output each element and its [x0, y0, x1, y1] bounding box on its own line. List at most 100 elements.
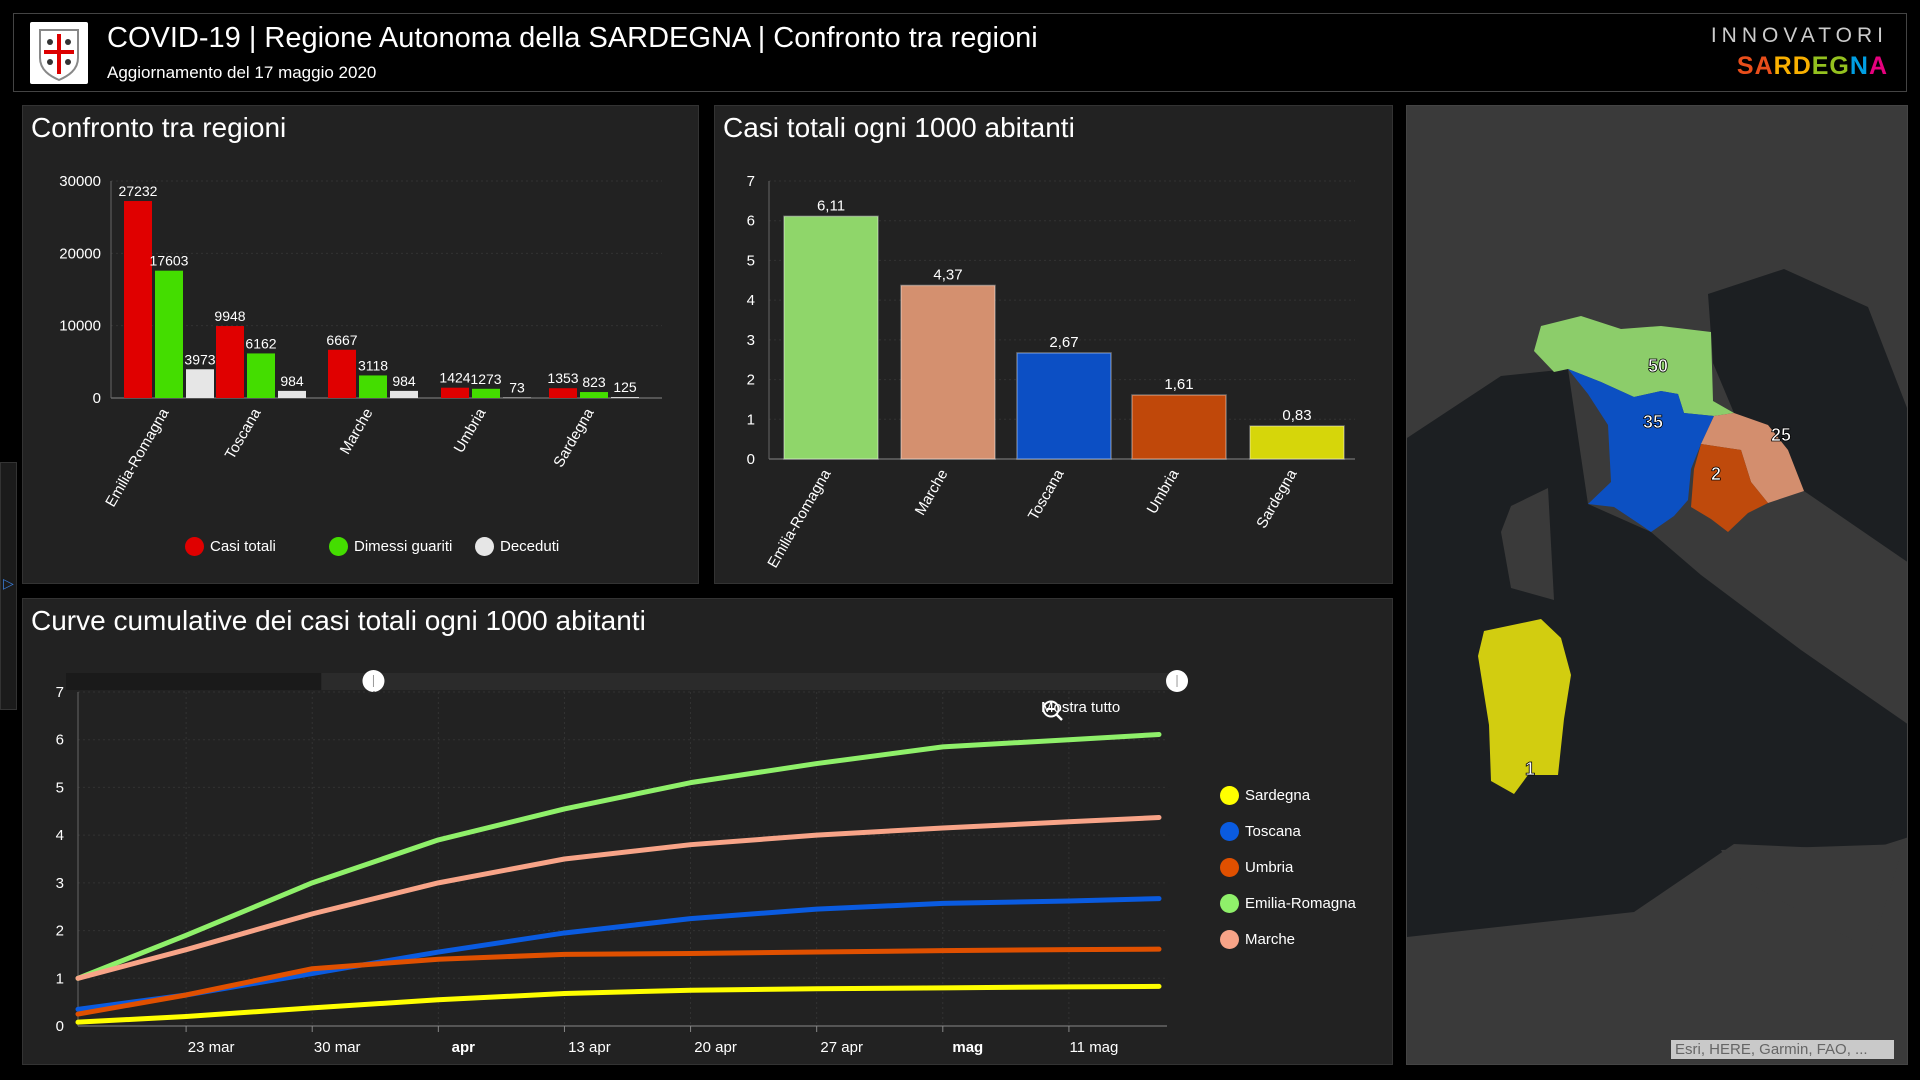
- y-tick-label: 2: [747, 372, 755, 389]
- map-label-emilia: 50: [1648, 356, 1668, 376]
- y-tick-label: 5: [56, 779, 64, 796]
- update-date: Aggiornamento del 17 maggio 2020: [107, 63, 377, 82]
- legend-item[interactable]: Marche: [1220, 930, 1295, 949]
- x-tick-label: Umbria: [451, 405, 490, 456]
- bar-chart: 0 1 2 3 4 5 6 7 6,11 Emilia-Romagna 4,37 Marche 2,67…: [747, 173, 1355, 571]
- side-panel-toggle[interactable]: ▷: [0, 462, 17, 710]
- bar-dimessi-guariti: [247, 353, 275, 398]
- map-label-sardegna: 1: [1525, 759, 1535, 779]
- region-emilia-romagna[interactable]: [1534, 316, 1734, 416]
- map-attribution[interactable]: Esri, HERE, Garmin, FAO, ...: [1671, 1040, 1894, 1059]
- panel-title: Curve cumulative dei casi totali ogni 10…: [31, 605, 646, 636]
- legend-item[interactable]: Emilia-Romagna: [1220, 894, 1356, 913]
- show-all-button[interactable]: Mostra tutto: [1041, 699, 1121, 721]
- bar-value-label: 4,37: [933, 266, 962, 283]
- x-tick-label: Umbria: [1144, 466, 1183, 517]
- region-sardegna[interactable]: [1478, 619, 1571, 794]
- bar-casi-totali: [216, 326, 244, 398]
- legend-swatch: [1220, 858, 1239, 877]
- legend-swatch: [475, 537, 494, 556]
- x-tick-label: Toscana: [222, 405, 265, 462]
- panel-title: Confronto tra regioni: [31, 112, 287, 143]
- y-tick-label: 2: [56, 923, 64, 940]
- x-tick-label: 23 mar: [188, 1039, 235, 1056]
- map-canvas: 50 35 25 2 1: [1407, 269, 1907, 950]
- y-tick-label: 3: [747, 332, 755, 349]
- legend-item[interactable]: Dimessi guariti: [329, 537, 452, 556]
- panel-casi-per-1000: Casi totali ogni 1000 abitanti 0 1 2 3 4 5 6 7 6…: [714, 105, 1393, 584]
- legend-item[interactable]: Toscana: [1220, 822, 1301, 841]
- legend-item[interactable]: Sardegna: [1220, 786, 1310, 805]
- map-label-toscana: 35: [1643, 412, 1663, 432]
- panel-title: Casi totali ogni 1000 abitanti: [723, 112, 1075, 143]
- expand-arrow-icon: ▷: [3, 575, 14, 591]
- bar-deceduti: [611, 397, 639, 398]
- bar-marche: [900, 284, 996, 460]
- bar-value-label: 27232: [119, 183, 158, 199]
- legend-item[interactable]: Umbria: [1220, 858, 1293, 877]
- bar-value-label: 6162: [245, 335, 276, 351]
- map-label-marche: 25: [1771, 425, 1791, 445]
- y-tick-label: 1: [56, 970, 64, 987]
- bar-value-label: 1353: [547, 370, 578, 386]
- bar-dimessi-guariti: [580, 392, 608, 398]
- legend-label: Deceduti: [500, 538, 560, 555]
- bar-value-label: 1273: [470, 371, 501, 387]
- header: COVID-19 | Regione Autonoma della SARDEG…: [13, 13, 1907, 92]
- legend-swatch: [1220, 894, 1239, 913]
- y-tick-label: 20000: [59, 245, 101, 262]
- bar-toscana: [1016, 352, 1112, 460]
- y-tick-label: 4: [747, 292, 755, 309]
- x-tick-label: Sardegna: [1253, 466, 1301, 531]
- x-tick-label: Emilia-Romagna: [102, 405, 172, 510]
- show-all-label: Mostra tutto: [1041, 699, 1121, 716]
- corsica: [1501, 488, 1554, 600]
- legend-label: Sardegna: [1245, 787, 1311, 804]
- line-chart: 0 1 2 3 4 5 6 7 23 mar 30 mar apr 13 apr 20 apr 27 ap…: [56, 670, 1189, 1056]
- region-umbria[interactable]: [1691, 444, 1768, 532]
- bar-casi-totali: [124, 201, 152, 398]
- legend-label: Toscana: [1245, 823, 1301, 840]
- map-view[interactable]: 50 35 25 2 1 Esri, HERE, Garmin, FAO, ..…: [1406, 105, 1908, 1065]
- x-tick-label: 13 apr: [568, 1039, 611, 1056]
- bar-value-label: 17603: [150, 253, 189, 269]
- x-tick-label: 30 mar: [314, 1039, 361, 1056]
- time-slider-excluded: [66, 673, 322, 690]
- y-tick-label: 1: [747, 411, 755, 428]
- series-line-marche: [75, 814, 1162, 981]
- x-tick-label: Sardegna: [550, 405, 598, 470]
- series-line-umbria: [75, 946, 1162, 1017]
- y-tick-label: 6: [747, 213, 755, 230]
- y-tick-label: 30000: [59, 173, 101, 190]
- legend-label: Emilia-Romagna: [1245, 895, 1356, 912]
- legend-label: Marche: [1245, 931, 1296, 948]
- x-tick-label: 11 mag: [1069, 1039, 1118, 1056]
- legend-item[interactable]: Deceduti: [475, 537, 559, 556]
- bar-dimessi-guariti: [155, 270, 183, 398]
- adriatic-sea: [1708, 269, 1907, 562]
- bar-value-label: 9948: [214, 308, 245, 324]
- time-slider-track: [66, 673, 1179, 690]
- y-tick-label: 4: [56, 827, 64, 844]
- y-tick-label: 0: [93, 390, 101, 407]
- bar-deceduti: [390, 390, 418, 398]
- y-tick-label: 0: [747, 451, 755, 468]
- bar-value-label: 823: [582, 374, 606, 390]
- bar-value-label: 984: [392, 373, 416, 389]
- bar-deceduti: [186, 369, 214, 398]
- legend-swatch: [1220, 786, 1239, 805]
- y-tick-label: 7: [56, 684, 64, 701]
- x-tick-label: 20 apr: [694, 1039, 737, 1056]
- innovatori-logo-text: INNOVATORI: [1710, 24, 1888, 47]
- legend-item[interactable]: Casi totali: [185, 537, 276, 556]
- bar-value-label: 1424: [439, 370, 470, 386]
- region-marche[interactable]: [1701, 413, 1804, 503]
- bar-umbria: [1131, 394, 1227, 460]
- bar-deceduti: [278, 390, 306, 398]
- sardegna-crest-logo: [30, 22, 88, 84]
- x-tick-label: Emilia-Romagna: [764, 466, 834, 571]
- bar-value-label: 125: [613, 379, 637, 395]
- zoom-out-icon: [1042, 700, 1063, 721]
- region-toscana[interactable]: [1568, 369, 1714, 532]
- x-tick-label: Marche: [912, 467, 952, 519]
